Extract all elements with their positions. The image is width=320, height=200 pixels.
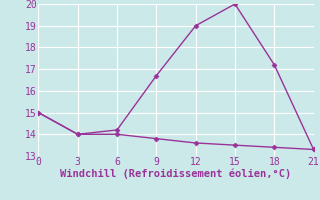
X-axis label: Windchill (Refroidissement éolien,°C): Windchill (Refroidissement éolien,°C) xyxy=(60,169,292,179)
